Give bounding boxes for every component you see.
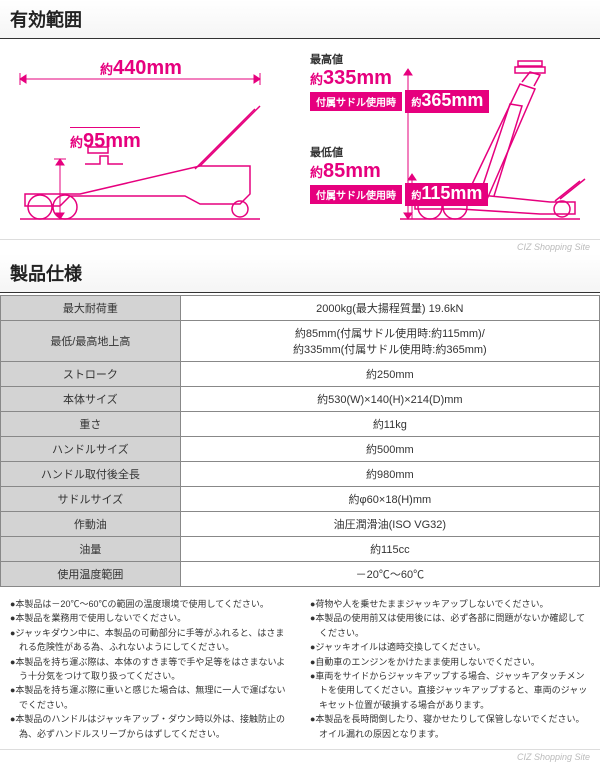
note-item: ●本製品のハンドルはジャッキアップ・ダウン時以外は、接触防止の為、必ずハンドルス… bbox=[10, 712, 290, 741]
spec-value: 約530(W)×140(H)×214(D)mm bbox=[180, 387, 599, 412]
spec-value: －20℃～60℃ bbox=[180, 562, 599, 587]
max-height-dim: 最高値 約335mm 付属サドル使用時 約365mm bbox=[310, 51, 489, 113]
spec-key: サドルサイズ bbox=[1, 487, 181, 512]
spec-key: 作動油 bbox=[1, 512, 181, 537]
spec-row: 重さ約11kg bbox=[1, 412, 600, 437]
spec-row: ハンドル取付後全長約980mm bbox=[1, 462, 600, 487]
note-item: ●本製品は－20℃～60℃の範囲の温度環境で使用してください。 bbox=[10, 597, 290, 611]
brand-footer-2: CIZ Shopping Site bbox=[0, 749, 600, 764]
spec-row: サドルサイズ約φ60×18(H)mm bbox=[1, 487, 600, 512]
note-item: ●本製品を持ち運ぶ際に重いと感じた場合は、無理に一人で運ばないでください。 bbox=[10, 683, 290, 712]
spec-key: 重さ bbox=[1, 412, 181, 437]
spec-row: 使用温度範囲－20℃～60℃ bbox=[1, 562, 600, 587]
height-dim: 約95mm bbox=[70, 127, 141, 153]
note-item: ●本製品を業務用で使用しないでください。 bbox=[10, 611, 290, 625]
spec-row: ストローク約250mm bbox=[1, 362, 600, 387]
note-item: ●本製品を持ち運ぶ際は、本体のすきま等で手や足等をはさまないよう十分気をつけて取… bbox=[10, 655, 290, 684]
spec-table: 最大耐荷重2000kg(最大揚程質量) 19.6kN最低/最高地上高約85mm(… bbox=[0, 295, 600, 587]
spec-value: 約φ60×18(H)mm bbox=[180, 487, 599, 512]
spec-value: 約85mm(付属サドル使用時:約115mm)/約335mm(付属サドル使用時:約… bbox=[180, 321, 599, 362]
note-item: ●本製品を長時間倒したり、寝かせたりして保管しないでください。オイル漏れの原因と… bbox=[310, 712, 590, 741]
spec-key: ハンドル取付後全長 bbox=[1, 462, 181, 487]
spec-row: ハンドルサイズ約500mm bbox=[1, 437, 600, 462]
diagram-area: 約440mm 約95mm bbox=[0, 39, 600, 239]
note-item: ●車両をサイドからジャッキアップする場合、ジャッキアタッチメントを使用してくださ… bbox=[310, 669, 590, 712]
section-title-range: 有効範囲 bbox=[0, 0, 600, 39]
brand-footer: CIZ Shopping Site bbox=[0, 239, 600, 254]
spec-row: 作動油油圧潤滑油(ISO VG32) bbox=[1, 512, 600, 537]
notes-area: ●本製品は－20℃～60℃の範囲の温度環境で使用してください。●本製品を業務用で… bbox=[0, 589, 600, 749]
spec-row: 本体サイズ約530(W)×140(H)×214(D)mm bbox=[1, 387, 600, 412]
diagram-left: 約440mm 約95mm bbox=[10, 59, 290, 229]
spec-row: 最大耐荷重2000kg(最大揚程質量) 19.6kN bbox=[1, 296, 600, 321]
spec-key: 最低/最高地上高 bbox=[1, 321, 181, 362]
spec-key: 本体サイズ bbox=[1, 387, 181, 412]
spec-value: 約250mm bbox=[180, 362, 599, 387]
spec-row: 最低/最高地上高約85mm(付属サドル使用時:約115mm)/約335mm(付属… bbox=[1, 321, 600, 362]
note-item: ●荷物や人を乗せたままジャッキアップしないでください。 bbox=[310, 597, 590, 611]
spec-value: 約115cc bbox=[180, 537, 599, 562]
note-item: ●本製品の使用前又は使用後には、必ず各部に問題がないか確認してください。 bbox=[310, 611, 590, 640]
spec-row: 油量約115cc bbox=[1, 537, 600, 562]
spec-value: 約500mm bbox=[180, 437, 599, 462]
min-height-dim: 最低値 約85mm 付属サドル使用時 約115mm bbox=[310, 144, 488, 206]
diagram-right: 最高値 約335mm 付属サドル使用時 約365mm 最低値 約85mm 付属サ… bbox=[310, 59, 590, 229]
spec-key: 最大耐荷重 bbox=[1, 296, 181, 321]
notes-left-col: ●本製品は－20℃～60℃の範囲の温度環境で使用してください。●本製品を業務用で… bbox=[10, 597, 290, 741]
note-item: ●ジャッキダウン中に、本製品の可動部分に手等がふれると、はさまれる危険性がある為… bbox=[10, 626, 290, 655]
spec-key: ハンドルサイズ bbox=[1, 437, 181, 462]
spec-key: 油量 bbox=[1, 537, 181, 562]
spec-key: 使用温度範囲 bbox=[1, 562, 181, 587]
spec-value: 油圧潤滑油(ISO VG32) bbox=[180, 512, 599, 537]
spec-value: 約11kg bbox=[180, 412, 599, 437]
note-item: ●ジャッキオイルは適時交換してください。 bbox=[310, 640, 590, 654]
note-item: ●自動車のエンジンをかけたまま使用しないでください。 bbox=[310, 655, 590, 669]
notes-right-col: ●荷物や人を乗せたままジャッキアップしないでください。●本製品の使用前又は使用後… bbox=[310, 597, 590, 741]
width-dim: 約440mm bbox=[100, 57, 182, 80]
spec-value: 約980mm bbox=[180, 462, 599, 487]
section-title-spec: 製品仕様 bbox=[0, 254, 600, 293]
spec-value: 2000kg(最大揚程質量) 19.6kN bbox=[180, 296, 599, 321]
spec-key: ストローク bbox=[1, 362, 181, 387]
